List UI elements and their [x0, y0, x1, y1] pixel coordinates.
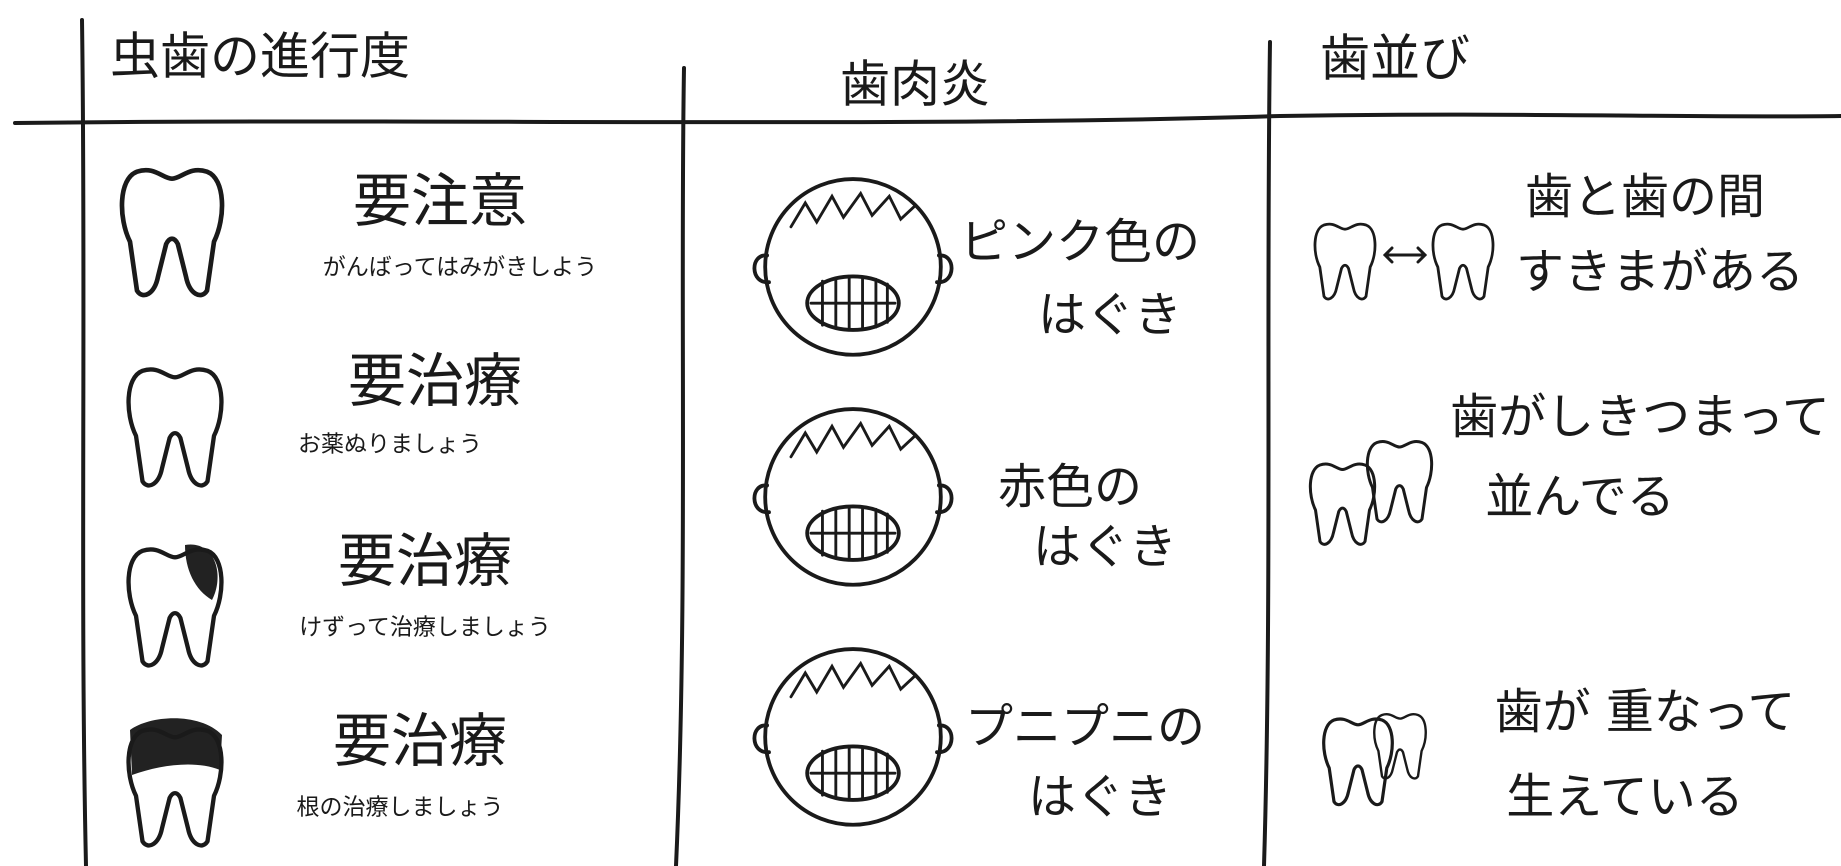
header-rule: [13, 112, 1841, 125]
column-title: 歯肉炎: [840, 56, 990, 114]
tooth-icon: [1308, 462, 1377, 547]
tooth-icon: [1372, 712, 1428, 781]
face-icon: [752, 407, 954, 587]
face-icon: [752, 177, 954, 357]
note: がんばってはみがきしよう: [323, 255, 597, 281]
status: 要注意: [353, 167, 527, 235]
face-icon: [752, 647, 954, 827]
decay: [185, 544, 218, 600]
tooth-icon: [1313, 222, 1377, 301]
divider: [1262, 40, 1272, 866]
description: はぐき: [1033, 519, 1177, 575]
divider: [674, 66, 686, 866]
arrow: [1382, 246, 1428, 264]
description: 歯と歯の間: [1525, 169, 1765, 225]
description: はぐき: [1028, 769, 1172, 825]
description: 歯がしきつまって: [1450, 389, 1830, 445]
description: 赤色の: [998, 459, 1142, 515]
description: 生えている: [1506, 769, 1744, 825]
description: ピンク色の: [960, 214, 1200, 270]
tooth-icon: [129, 369, 222, 485]
column-title: 歯並び: [1320, 30, 1470, 88]
note: お薬ぬりましょう: [298, 432, 482, 458]
divider: [80, 18, 88, 866]
status: 要治療: [348, 347, 522, 415]
description: プニプニの: [965, 699, 1205, 755]
tooth-icon: [122, 170, 222, 295]
description: 並んでる: [1485, 469, 1675, 525]
description: はぐき: [1038, 287, 1182, 343]
description: 歯が 重なって: [1495, 684, 1796, 740]
decay: [130, 718, 222, 775]
tooth-icon: [1321, 717, 1395, 807]
description: すきまがある: [1516, 244, 1804, 300]
note: 根の治療しましょう: [297, 795, 504, 821]
column-title: 虫歯の進行度: [110, 28, 410, 86]
tooth-icon: [1365, 439, 1434, 524]
status: 要治療: [338, 527, 512, 595]
note: けずって治療しましょう: [299, 615, 551, 641]
tooth-icon: [1431, 222, 1495, 301]
status: 要治療: [333, 707, 507, 775]
